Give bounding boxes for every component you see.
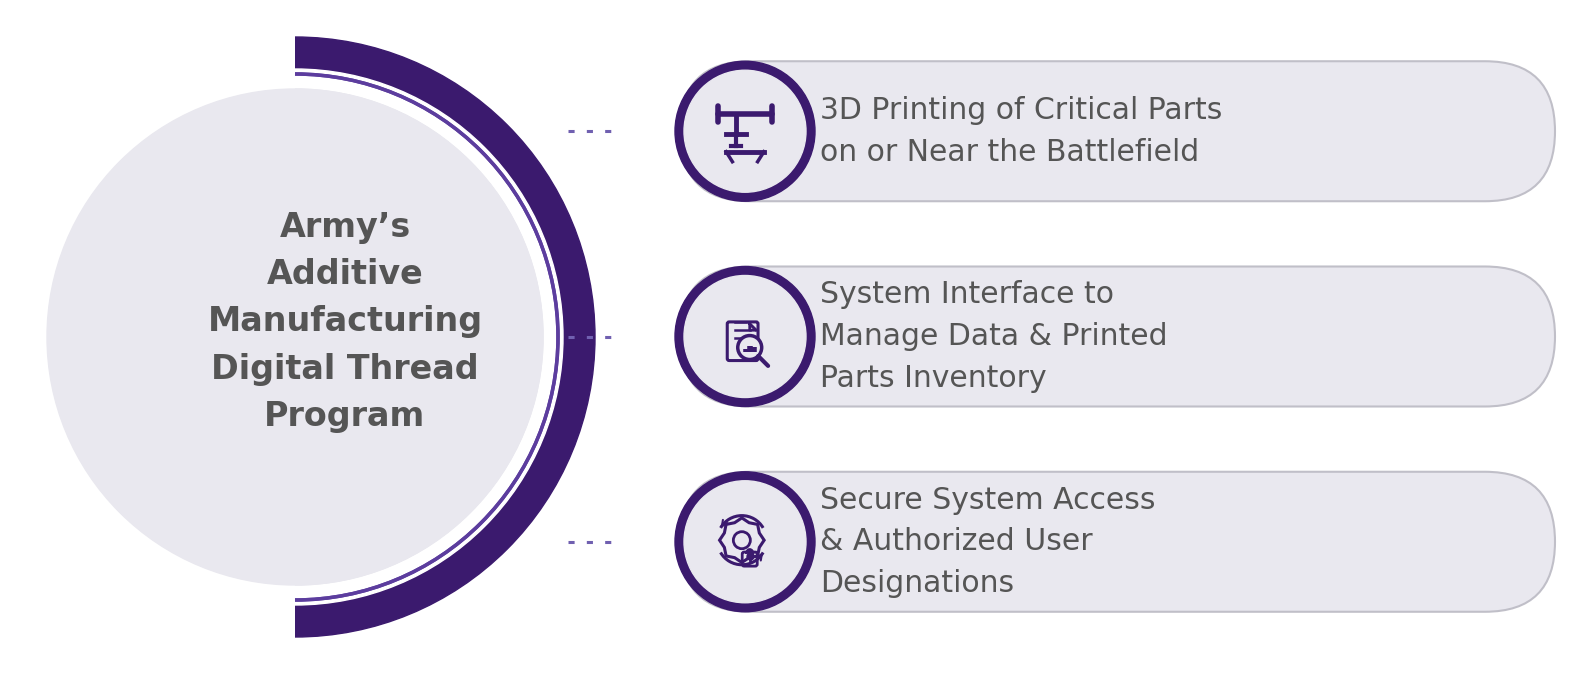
Circle shape (684, 275, 806, 398)
Circle shape (675, 61, 816, 201)
Polygon shape (749, 324, 756, 330)
Circle shape (675, 267, 816, 406)
Text: 3D Printing of Critical Parts
on or Near the Battlefield: 3D Printing of Critical Parts on or Near… (821, 96, 1223, 166)
Text: Army’s
Additive
Manufacturing
Digital Thread
Program: Army’s Additive Manufacturing Digital Th… (208, 211, 483, 433)
Text: System Interface to
Manage Data & Printed
Parts Inventory: System Interface to Manage Data & Printe… (821, 281, 1167, 392)
FancyBboxPatch shape (680, 472, 1555, 612)
Circle shape (684, 70, 806, 192)
Circle shape (48, 89, 543, 585)
Polygon shape (0, 0, 295, 673)
Circle shape (27, 69, 562, 605)
Circle shape (48, 89, 543, 585)
Circle shape (738, 336, 762, 359)
Circle shape (0, 37, 596, 637)
FancyBboxPatch shape (680, 61, 1555, 201)
Text: Secure System Access
& Authorized User
Designations: Secure System Access & Authorized User D… (821, 486, 1155, 598)
Circle shape (675, 472, 816, 612)
Circle shape (684, 481, 806, 603)
FancyBboxPatch shape (680, 267, 1555, 406)
